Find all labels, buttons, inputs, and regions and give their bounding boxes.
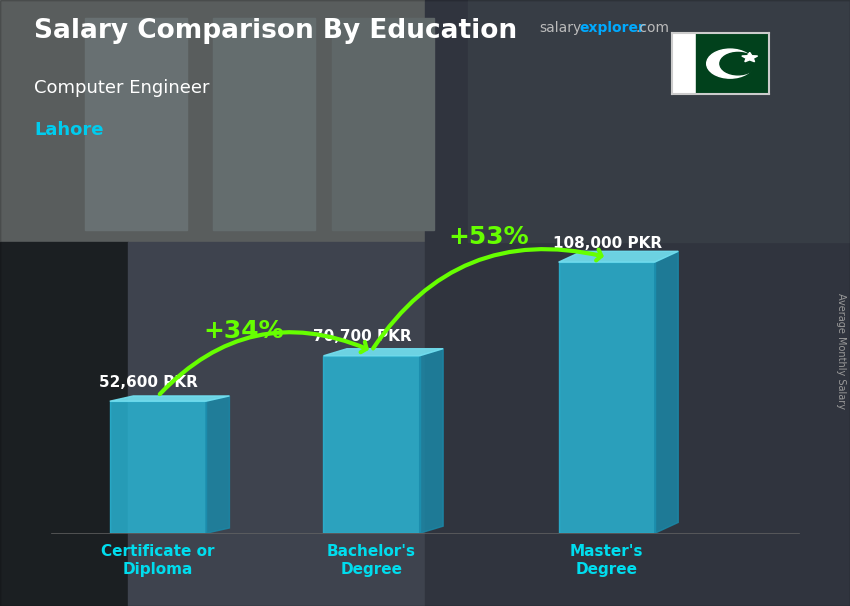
- Bar: [85, 18, 187, 230]
- Bar: [0, 0, 468, 242]
- Text: +34%: +34%: [203, 319, 284, 342]
- Bar: [212, 18, 314, 230]
- Text: Lahore: Lahore: [34, 121, 104, 139]
- Bar: [696, 33, 769, 94]
- Text: Average Monthly Salary: Average Monthly Salary: [836, 293, 846, 410]
- Bar: [468, 0, 850, 242]
- Circle shape: [720, 53, 756, 75]
- Polygon shape: [420, 348, 443, 533]
- Text: 52,600 PKR: 52,600 PKR: [99, 375, 198, 390]
- Bar: [324, 356, 420, 533]
- Polygon shape: [558, 251, 678, 262]
- Circle shape: [706, 49, 754, 78]
- Text: explorer: explorer: [580, 21, 646, 35]
- Bar: [425, 0, 850, 606]
- Bar: [558, 262, 654, 533]
- Text: 108,000 PKR: 108,000 PKR: [553, 236, 662, 251]
- Text: salary: salary: [540, 21, 582, 35]
- Bar: [332, 18, 434, 230]
- Text: +53%: +53%: [449, 225, 530, 249]
- Polygon shape: [742, 53, 757, 62]
- Text: 70,700 PKR: 70,700 PKR: [313, 330, 411, 344]
- Polygon shape: [654, 251, 678, 533]
- Text: Computer Engineer: Computer Engineer: [34, 79, 209, 97]
- Bar: [0, 242, 128, 606]
- Polygon shape: [110, 396, 230, 401]
- Bar: [110, 401, 206, 533]
- Text: .com: .com: [636, 21, 670, 35]
- Polygon shape: [206, 396, 230, 533]
- Bar: [128, 242, 425, 606]
- Text: Salary Comparison By Education: Salary Comparison By Education: [34, 18, 517, 44]
- Polygon shape: [324, 348, 443, 356]
- Bar: [672, 33, 696, 94]
